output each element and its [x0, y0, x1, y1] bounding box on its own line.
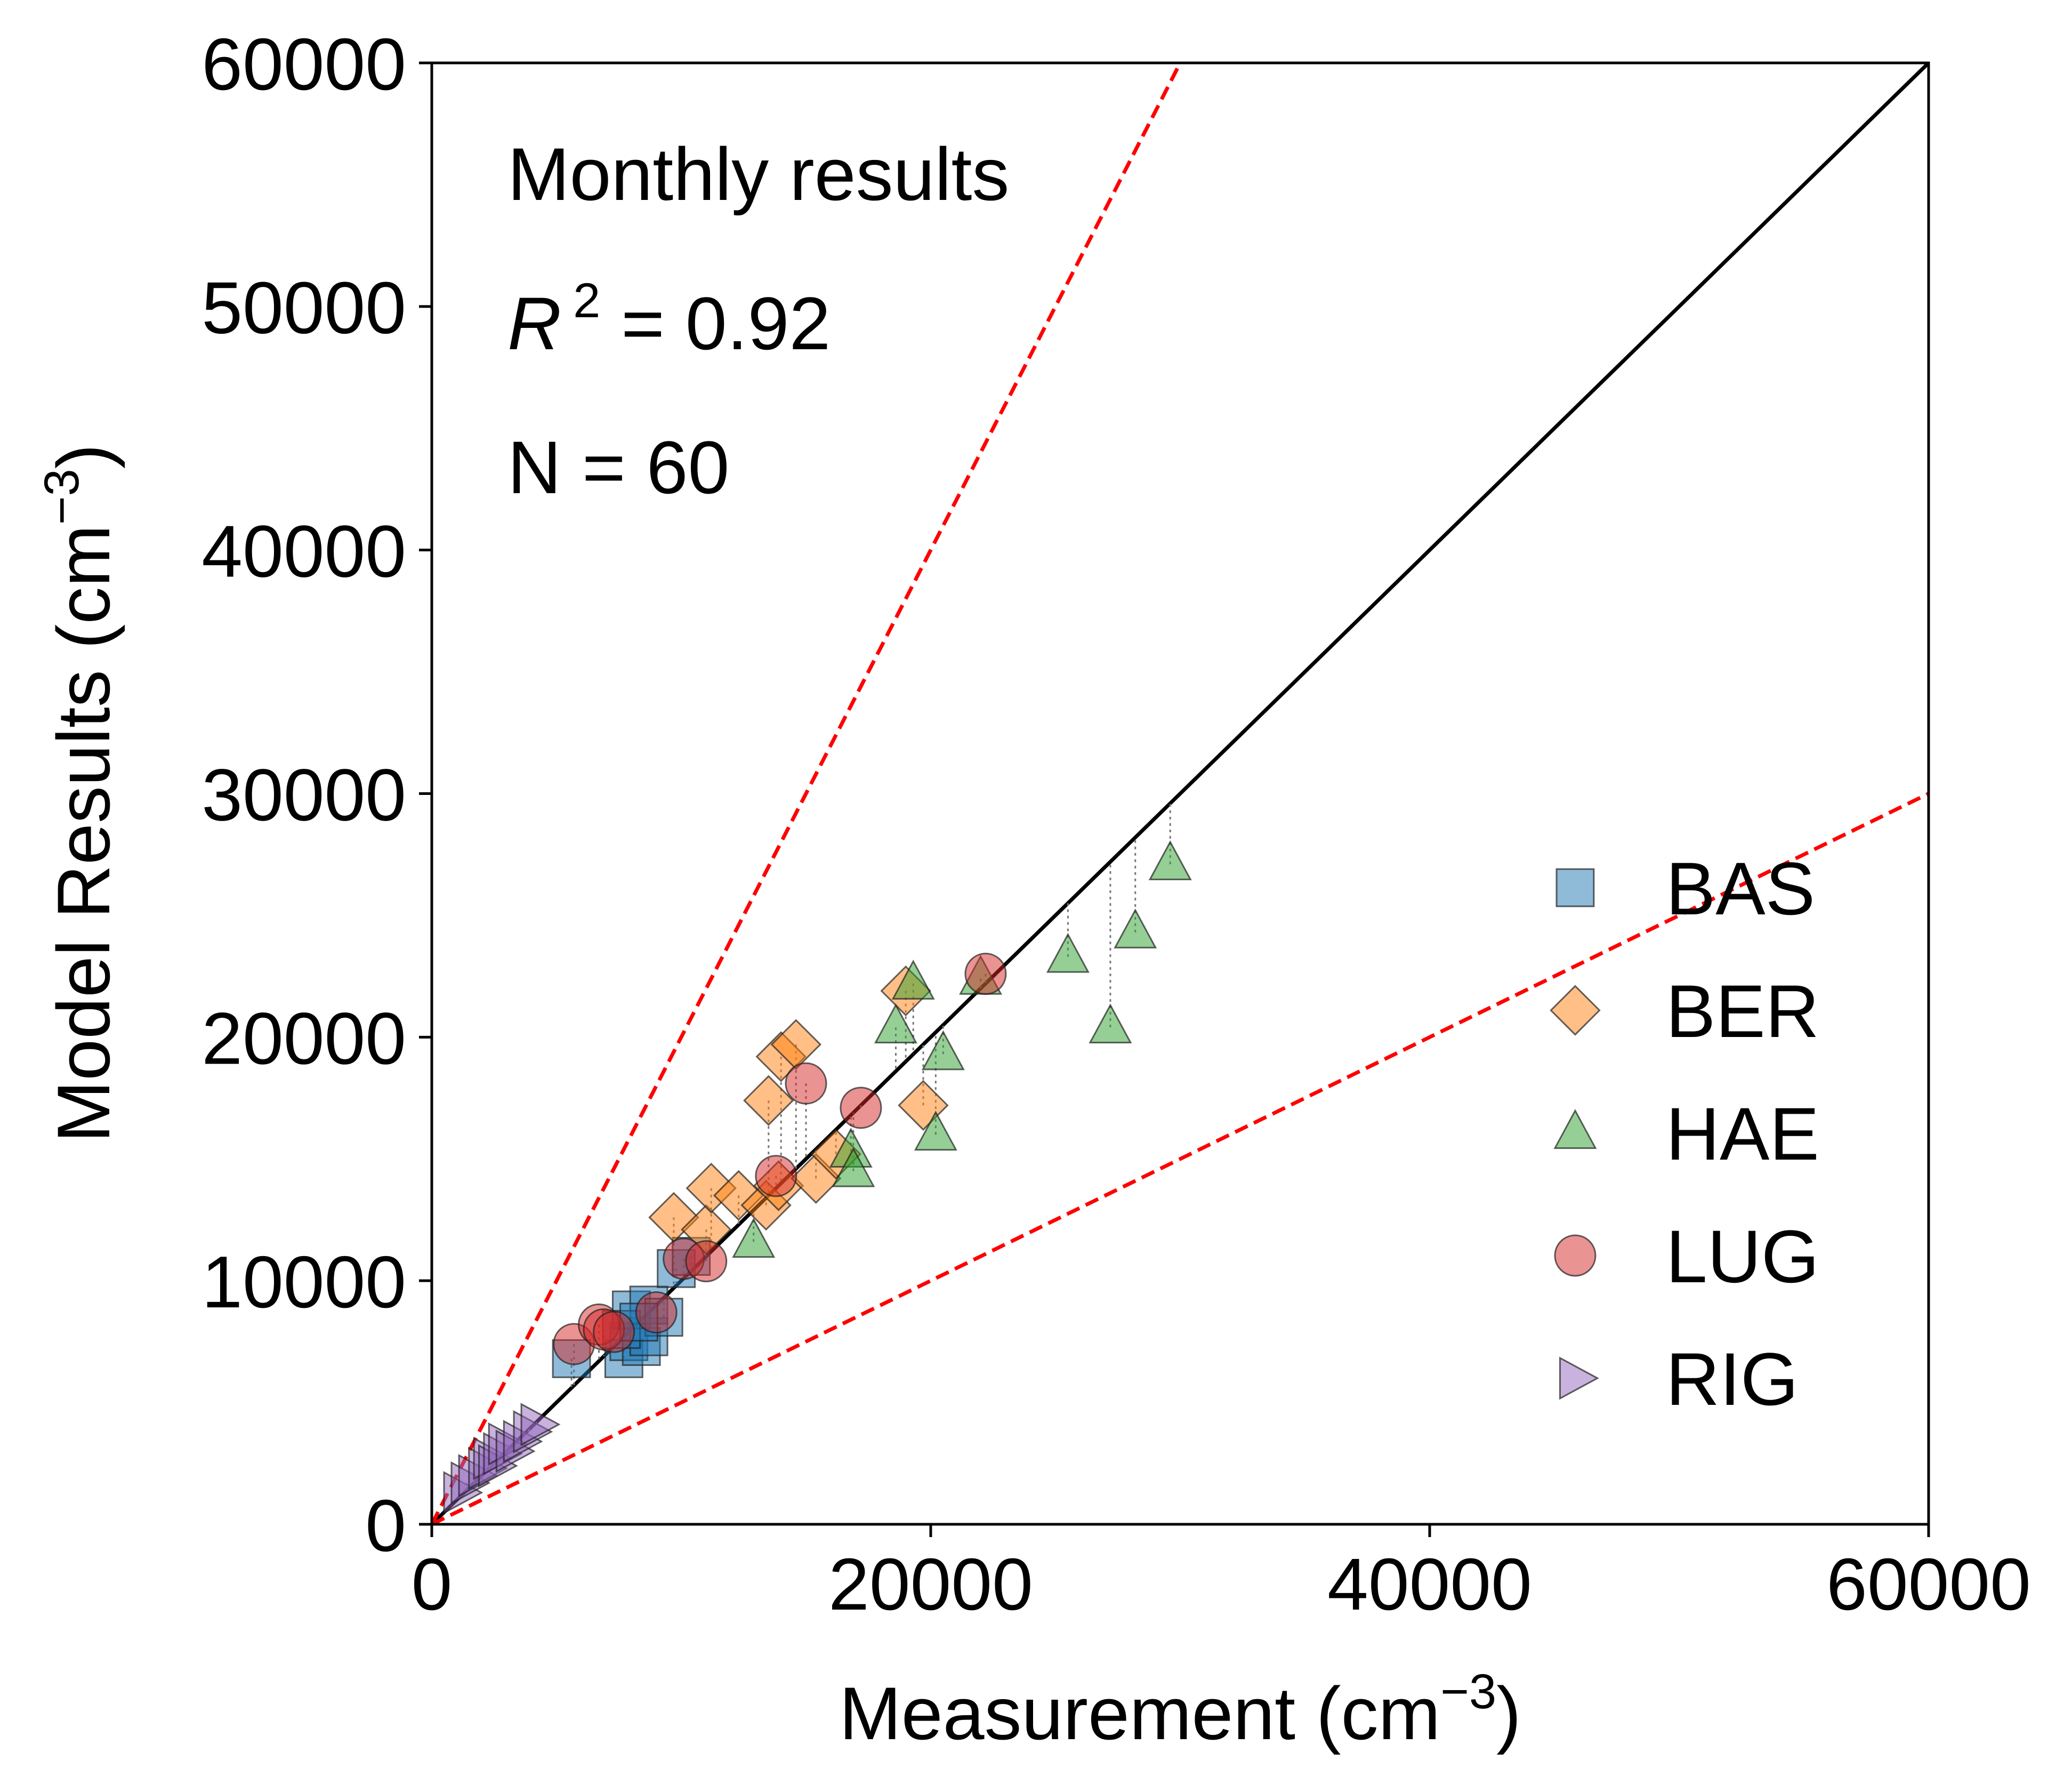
legend-marker-hae: [1553, 1109, 1597, 1149]
point-ber: [743, 1075, 794, 1126]
legend-label-lug: LUG: [1666, 1215, 1819, 1298]
legend-marker-bas: [1555, 868, 1595, 907]
point-hae: [732, 1218, 776, 1258]
legend-marker-rig: [1559, 1356, 1599, 1400]
annotation-n-count: N = 60: [507, 425, 729, 509]
x-tick-label: 60000: [1826, 1543, 2031, 1626]
legend-marker-ber: [1550, 985, 1601, 1036]
x-tick-label: 40000: [1327, 1543, 1532, 1626]
point-hae: [832, 1147, 875, 1187]
point-lug: [755, 1155, 797, 1197]
point-lug: [964, 953, 1007, 995]
point-hae: [891, 959, 935, 1000]
legend-label-bas: BAS: [1666, 847, 1815, 930]
point-lug: [635, 1291, 678, 1334]
x-axis-label: Measurement (cm−3): [839, 1665, 1521, 1755]
point-lug: [593, 1310, 635, 1353]
factor-two-line: [432, 792, 1929, 1524]
y-tick-label: 10000: [201, 1241, 406, 1323]
axis-ticks: 0 20000 40000 60000 0 10000 20000 30000 40000 500…: [201, 23, 2031, 1626]
y-tick-label: 60000: [201, 23, 406, 106]
legend: BAS BER HAE LUG RIG: [1550, 847, 1819, 1421]
point-hae: [1114, 908, 1157, 948]
point-lug: [840, 1087, 882, 1129]
legend-marker-lug: [1554, 1234, 1597, 1277]
point-hae: [1089, 1003, 1132, 1044]
point-lug: [685, 1240, 728, 1283]
point-rig: [520, 1403, 561, 1446]
point-hae: [921, 1030, 965, 1071]
annotation-monthly-results: Monthly results: [507, 132, 1009, 216]
point-hae: [914, 1111, 957, 1151]
factor-two-line: [432, 63, 1182, 1524]
x-tick-label: 20000: [828, 1543, 1033, 1626]
y-tick-label: 50000: [201, 267, 406, 349]
point-hae: [1046, 932, 1090, 973]
point-hae: [874, 1003, 917, 1044]
point-hae: [1148, 840, 1192, 880]
x-tick-label: 0: [412, 1543, 453, 1626]
y-axis-label: Model Results (cm−3): [35, 444, 125, 1143]
point-lug: [785, 1062, 827, 1105]
legend-label-rig: RIG: [1666, 1337, 1799, 1421]
y-tick-label: 30000: [201, 754, 406, 837]
data-points: [443, 840, 1192, 1515]
legend-label-ber: BER: [1666, 969, 1819, 1053]
y-tick-label: 0: [365, 1485, 406, 1567]
legend-label-hae: HAE: [1666, 1092, 1819, 1176]
y-tick-label: 40000: [201, 511, 406, 593]
y-tick-label: 20000: [201, 998, 406, 1080]
